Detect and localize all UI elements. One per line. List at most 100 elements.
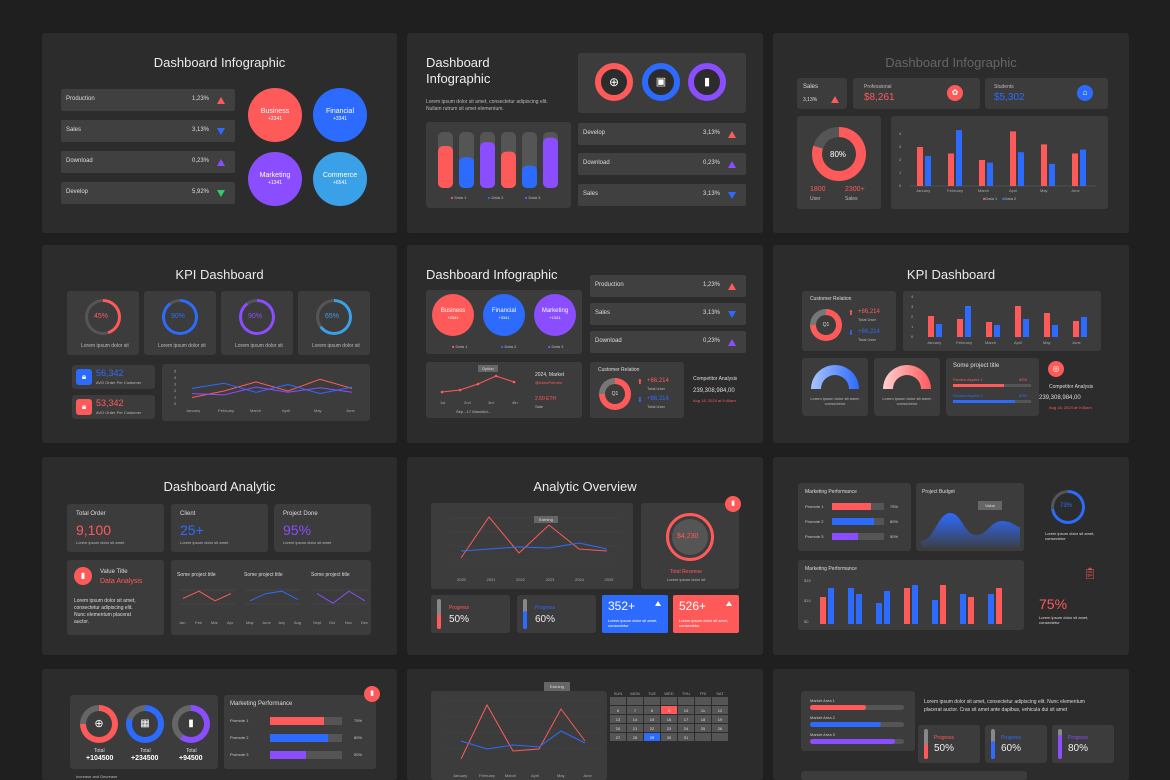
stat-row[interactable]: Download 0,23% <box>590 331 746 353</box>
lock-icon: 🔒︎ <box>76 369 92 385</box>
x-tick: January <box>453 773 467 778</box>
calendar-day[interactable]: 21 <box>626 723 644 733</box>
calendar-day[interactable] <box>711 696 729 706</box>
stat-row[interactable]: Sales 3,13% <box>61 120 235 142</box>
description-line2: Nullam rutrum sit amet elementum. <box>426 106 504 112</box>
progress-track <box>437 599 441 629</box>
category-circle-business[interactable]: Business +2341 <box>248 88 302 142</box>
calendar-day[interactable] <box>677 696 695 706</box>
stat-row[interactable]: Develop 5,92% <box>61 182 235 204</box>
stat-row[interactable]: Production 1,23% <box>590 275 746 297</box>
calendar-day[interactable]: 13 <box>609 714 627 724</box>
calendar-day[interactable]: 23 <box>660 723 678 733</box>
calendar-day[interactable]: 10 <box>677 705 695 715</box>
competitor-date: Aug 18, 2024 at 9:40am <box>1049 405 1092 410</box>
calendar-day[interactable]: 24 <box>677 723 695 733</box>
calendar-day[interactable] <box>609 696 627 706</box>
category-circle-financial[interactable]: Financial +3341 <box>313 88 367 142</box>
x-tick: 2nd <box>464 400 471 405</box>
stat-row[interactable]: Download 0,23% <box>578 153 746 175</box>
calendar-day[interactable]: 26 <box>711 723 729 733</box>
calendar-day[interactable]: 15 <box>643 714 661 724</box>
x-tick: May <box>1043 340 1051 345</box>
calendar-day[interactable] <box>694 732 712 742</box>
slide-title: Dashboard Infographic <box>153 55 286 70</box>
stat-row[interactable]: Sales 3,13% <box>578 184 746 206</box>
calendar-day[interactable]: 28 <box>626 732 644 742</box>
circle-value: +1341 <box>549 315 561 320</box>
calendar-grid[interactable]: SUN MON TUE WED THU FRI SAT 6 7 8 1 10 11 12 13 14 15 16 1… <box>609 691 729 742</box>
chart-icon[interactable]: ▮ <box>688 63 726 101</box>
category-circle-commerce[interactable]: Commerce +6541 <box>313 152 367 206</box>
bar <box>932 600 938 624</box>
desc-line: auctor. <box>74 619 90 625</box>
calendar-day[interactable]: 30 <box>660 732 678 742</box>
circle-value: +6541 <box>332 180 348 186</box>
stat-row[interactable]: Download 0,23% <box>61 151 235 173</box>
desc-line: consectetur adipiscing elit. <box>74 605 133 611</box>
slide-kpi-dashboard-2: KPI Dashboard Customer Relation Q1 ⬆ +86… <box>773 245 1129 443</box>
calendar-day[interactable]: 31 <box>677 732 695 742</box>
calendar-day[interactable]: 14 <box>626 714 644 724</box>
category-circle-business[interactable]: Business +2341 <box>432 294 474 336</box>
review-fill <box>953 384 1004 387</box>
bar <box>848 588 854 624</box>
stat-value: 3,13% <box>702 191 720 197</box>
bar <box>956 130 962 186</box>
bar <box>1072 153 1078 186</box>
calendar-day[interactable]: 17 <box>677 714 695 724</box>
bar <box>1080 149 1086 186</box>
y-tick: 3 <box>174 382 177 387</box>
browser-icon[interactable]: ▣ <box>642 63 680 101</box>
bar <box>988 594 994 624</box>
globe-icon[interactable]: ⊕ <box>595 63 633 101</box>
category-circle-financial[interactable]: Financial +3341 <box>483 294 525 336</box>
revenue-label: Total Revenue <box>670 569 702 575</box>
y-tick: 0 <box>174 401 177 406</box>
circle-label: Commerce <box>322 172 358 179</box>
gauge-value: 90% <box>171 313 186 320</box>
students-label: Students <box>994 84 1014 90</box>
circles-panel: Business +2341 Financial +3341 Marketing… <box>426 290 582 354</box>
x-tick: 2023 <box>546 577 556 582</box>
calendar-day[interactable] <box>694 696 712 706</box>
promote-fill <box>832 533 858 540</box>
calendar-day[interactable]: 20 <box>609 723 627 733</box>
stat-label: Download <box>66 158 93 164</box>
calendar-day[interactable]: 25 <box>694 723 712 733</box>
calendar[interactable]: SUN MON TUE WED THU FRI SAT 6 7 8 1 10 11 12 13 14 15 16 1… <box>609 691 743 780</box>
calendar-day[interactable]: 22 <box>643 723 661 733</box>
calendar-day[interactable]: 18 <box>694 714 712 724</box>
legend-item: ■ Data 2 <box>501 344 517 349</box>
calendar-day[interactable]: 16 <box>660 714 678 724</box>
category-circle-marketing[interactable]: Marketing +1341 <box>248 152 302 206</box>
calendar-day[interactable] <box>660 696 678 706</box>
card-title: Project Budget <box>922 489 955 495</box>
gauge-label: Lorem ipsum dolor sit <box>158 343 206 349</box>
calendar-day[interactable]: 7 <box>626 705 644 715</box>
category-circle-marketing[interactable]: Marketing +1341 <box>534 294 576 336</box>
bar <box>856 594 862 624</box>
calendar-day[interactable] <box>711 732 729 742</box>
calendar-day[interactable]: 29 <box>643 732 661 742</box>
data-point <box>458 388 462 392</box>
calendar-day[interactable]: 12 <box>711 705 729 715</box>
calendar-day[interactable] <box>626 696 644 706</box>
calendar-day[interactable]: 8 <box>643 705 661 715</box>
review-pct: 65% <box>1019 377 1028 382</box>
calendar-day[interactable]: 11 <box>694 705 712 715</box>
x-tick: May <box>314 408 322 413</box>
students-card: Students $5,302 ⌂ <box>985 78 1108 109</box>
stat-row[interactable]: Production 1,23% <box>61 89 235 111</box>
calendar-day[interactable]: 27 <box>609 732 627 742</box>
promote-fill <box>270 734 328 742</box>
stat-row[interactable]: Develop 3,13% <box>578 123 746 145</box>
calendar-day[interactable] <box>643 696 661 706</box>
stat-row[interactable]: Sales 3,13% <box>590 303 746 325</box>
calendar-day[interactable]: 19 <box>711 714 729 724</box>
calendar-day[interactable]: 1 <box>660 705 678 715</box>
market-year: 2024, Market <box>535 372 565 378</box>
bar <box>960 594 966 624</box>
calendar-day[interactable]: 6 <box>609 705 627 715</box>
promote-track <box>270 751 342 759</box>
